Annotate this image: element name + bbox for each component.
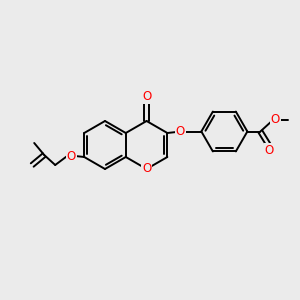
Text: O: O xyxy=(176,125,185,138)
Text: O: O xyxy=(265,144,274,157)
Text: O: O xyxy=(271,113,280,126)
Text: O: O xyxy=(142,163,151,176)
Text: O: O xyxy=(142,90,151,103)
Text: O: O xyxy=(67,149,76,163)
